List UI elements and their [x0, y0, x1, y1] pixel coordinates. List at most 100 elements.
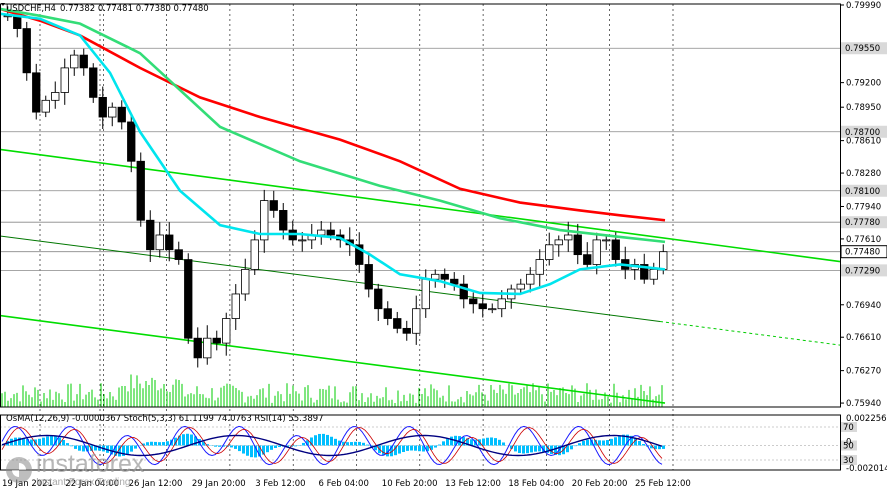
main-frame: [0, 3, 841, 408]
osma-bar: [230, 445, 233, 448]
osma-bar: [150, 441, 153, 446]
osma-bar: [578, 443, 581, 446]
osma-bar: [530, 445, 533, 453]
osma-bar: [642, 444, 645, 446]
candle-body: [231, 293, 240, 319]
osma-bar: [398, 445, 401, 454]
candle-body: [136, 160, 145, 221]
osma-bar: [142, 443, 145, 446]
osma-bar: [374, 445, 377, 451]
osma-bar: [278, 445, 281, 447]
osc-level-label: 30: [843, 456, 854, 466]
osma-bar: [406, 445, 409, 451]
candle-body: [364, 264, 373, 290]
osma-bar: [438, 444, 441, 446]
time-label: 13 Feb 12:00: [445, 479, 501, 489]
osma-bar: [194, 436, 197, 446]
osma-bar: [46, 436, 49, 446]
osma-bar: [98, 445, 101, 451]
osma-bar: [158, 442, 161, 446]
candle-body: [564, 234, 573, 241]
osma-bar: [186, 433, 189, 446]
candle-body: [298, 239, 307, 242]
candle-body: [583, 254, 592, 265]
osma-bar: [202, 441, 205, 446]
candle-body: [488, 308, 497, 311]
osma-bar: [490, 437, 493, 446]
osma-bar: [634, 438, 637, 446]
osma-bar: [22, 438, 25, 446]
candle-body: [545, 244, 554, 260]
osma-bar: [82, 445, 85, 452]
osma-bar: [486, 437, 489, 446]
time-label: 25 Feb 12:00: [635, 479, 691, 489]
candle-body: [592, 239, 601, 265]
candle-body: [41, 99, 50, 113]
osma-bar: [322, 433, 325, 446]
candle-body: [241, 268, 250, 295]
osc-level-box: [841, 440, 857, 451]
time-label: 20 Feb 20:00: [572, 479, 628, 489]
osma-bar: [346, 442, 349, 446]
osma-bar: [626, 434, 629, 446]
osma-bar: [526, 445, 529, 454]
candle-body: [165, 234, 174, 251]
osma-bar: [266, 445, 269, 453]
candle-body: [649, 268, 658, 280]
time-label: 18 Feb 04:00: [508, 479, 564, 489]
osma-bar: [110, 445, 113, 455]
osma-bar: [126, 445, 129, 455]
indicator-readout: OsMA(12,26,9) -0.0000367 Stoch(5,3,3) 61…: [6, 414, 324, 424]
candle-body: [383, 308, 392, 319]
osma-bar: [234, 445, 237, 449]
candle-body: [108, 106, 117, 118]
osma-bar: [162, 442, 165, 446]
osma-bar: [310, 437, 313, 446]
osma-bar: [250, 445, 253, 458]
osma-bar: [534, 445, 537, 452]
osma-bar: [94, 445, 97, 451]
osma-bar: [594, 439, 597, 446]
osma-bar: [342, 441, 345, 446]
osma-bar: [622, 434, 625, 446]
candle-body: [535, 259, 544, 275]
level-label-box: [841, 264, 887, 277]
osma-bar: [430, 445, 433, 450]
logo-brand: instaforex: [36, 450, 145, 478]
osc-level-label: 50: [843, 442, 854, 452]
candle-body: [98, 96, 107, 118]
price-tick-label: 0.78950: [846, 103, 881, 113]
osma-bar: [166, 441, 169, 446]
osma-bar: [302, 442, 305, 446]
osma-bar: [258, 445, 261, 457]
candle-body: [469, 298, 478, 305]
time-label: 26 Jan 12:00: [129, 479, 183, 489]
osma-bar: [514, 445, 517, 452]
osma-bar: [242, 445, 245, 454]
stoch-main-line: [1, 425, 663, 466]
osma-bar: [554, 445, 557, 455]
candle-body: [13, 15, 22, 29]
osma-bar: [402, 445, 405, 453]
candle-body: [554, 239, 563, 246]
price-tick-label: 0.77940: [846, 202, 881, 212]
osma-bar: [602, 440, 605, 446]
osma-bar: [66, 443, 69, 446]
candle-body: [478, 303, 487, 310]
osma-bar: [422, 445, 425, 452]
candle-body: [203, 337, 212, 359]
candle-body: [611, 239, 620, 260]
osma-bar: [538, 445, 541, 452]
osma-bar: [658, 445, 661, 450]
osma-bar: [274, 445, 277, 448]
osma-bar: [418, 445, 421, 452]
osma-bar: [330, 436, 333, 446]
osma-bar: [114, 445, 117, 456]
level-label: 0.78700: [845, 128, 880, 138]
osma-bar: [54, 436, 57, 446]
rsi-line: [1, 434, 663, 457]
osma-bar: [366, 444, 369, 446]
osma-bar: [482, 438, 485, 446]
candle-body: [22, 28, 31, 74]
